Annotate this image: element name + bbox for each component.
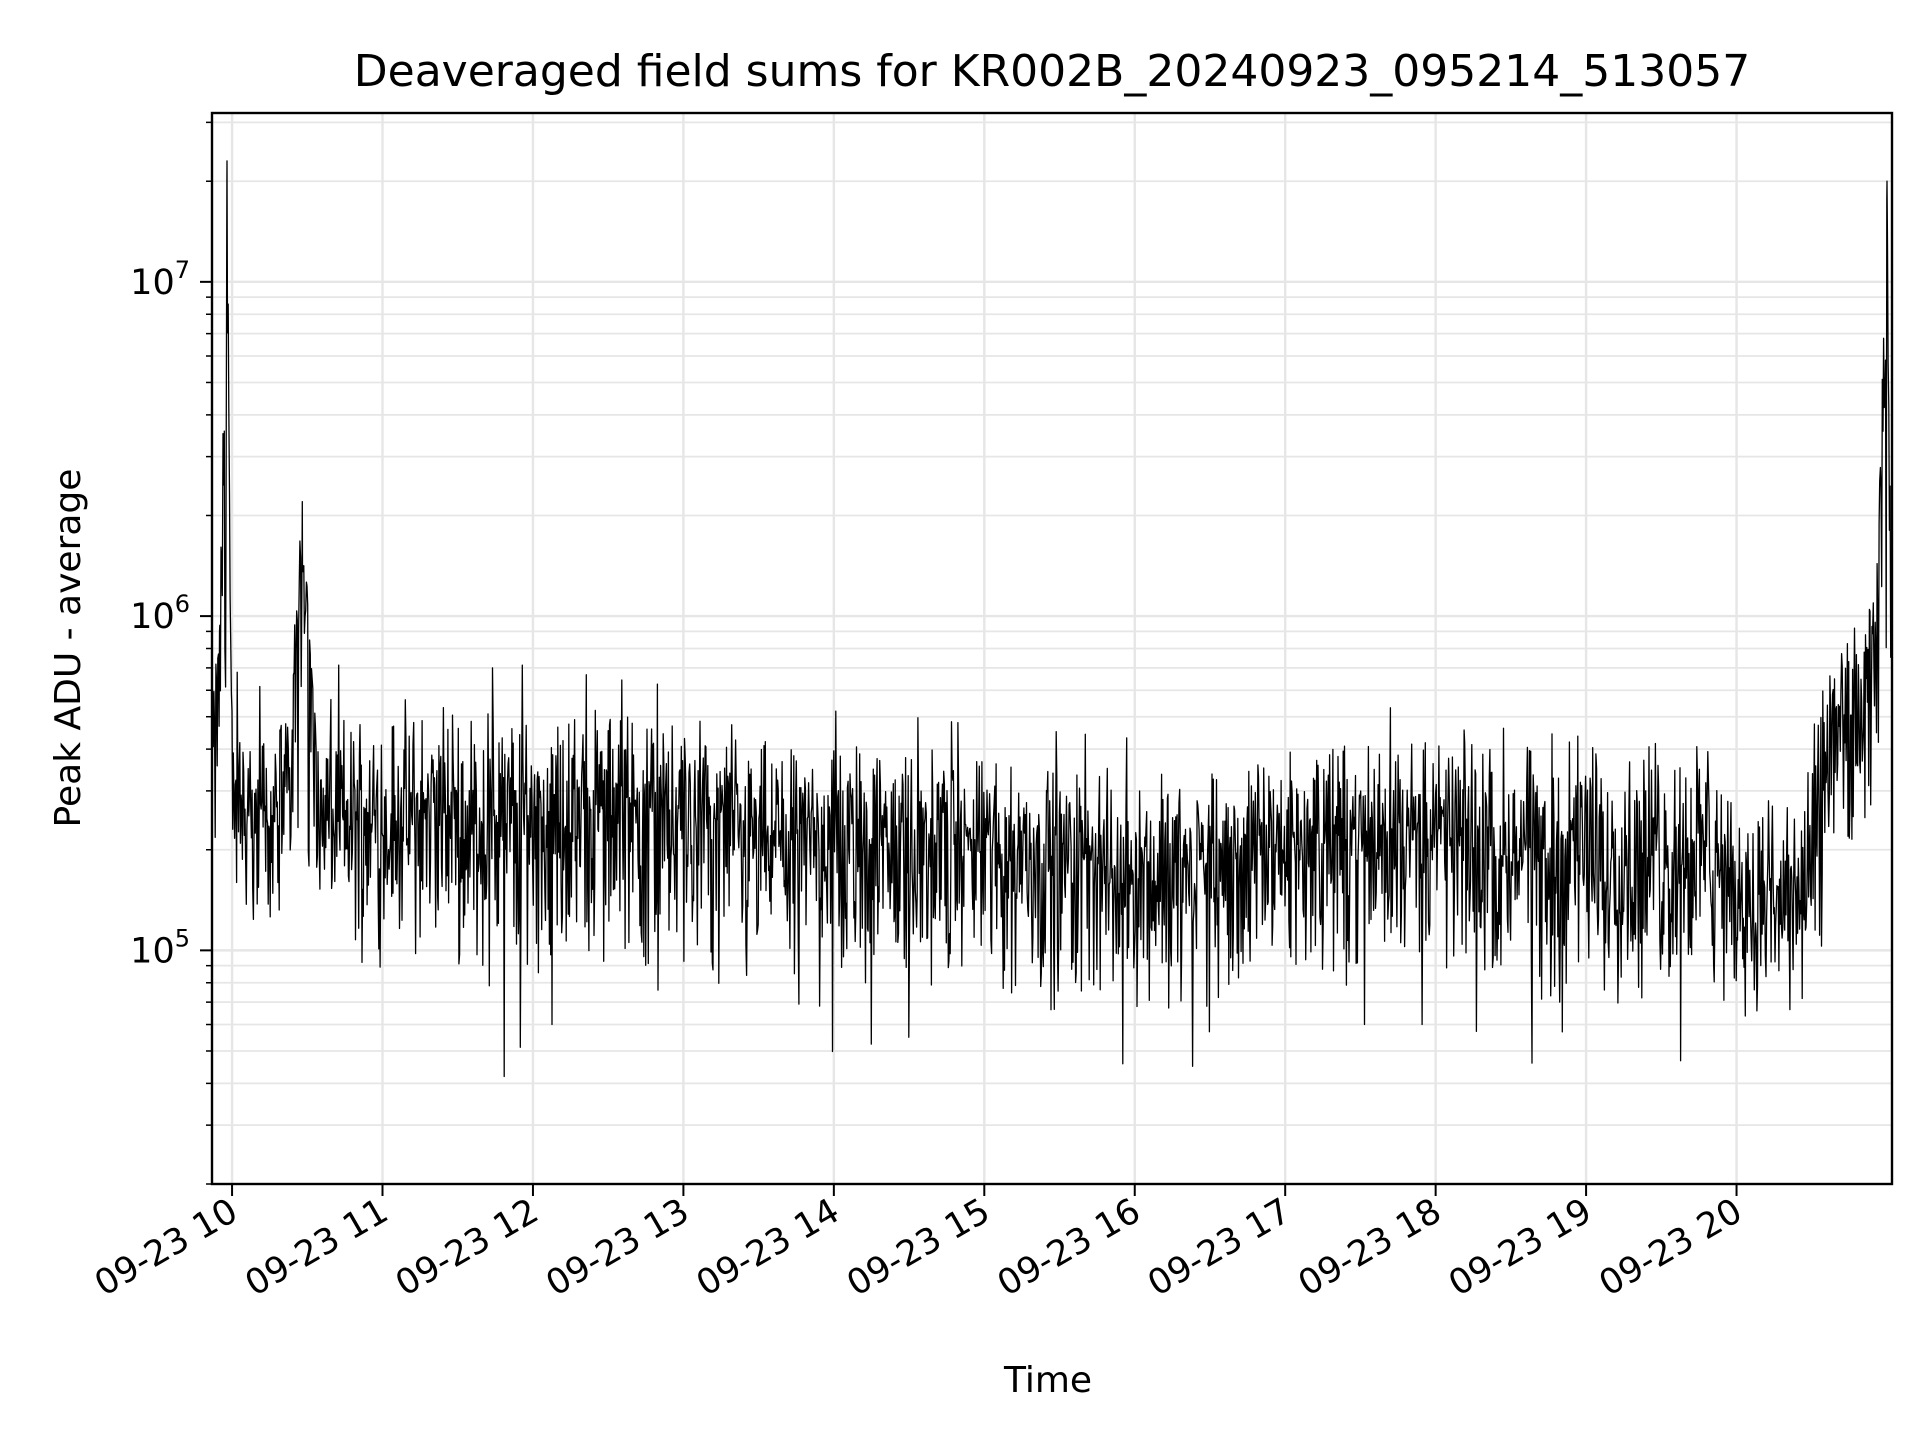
series-line — [211, 160, 1893, 1078]
y-tick-label: 107 — [130, 256, 190, 303]
series-group — [211, 160, 1893, 1078]
y-tick-label: 106 — [130, 590, 190, 637]
grid — [212, 113, 1892, 1185]
chart-title: Deaveraged field sums for KR002B_2024092… — [354, 46, 1750, 97]
y-tick-label-base: 10 — [130, 931, 175, 971]
y-tick-label-base: 10 — [130, 597, 175, 637]
y-tick-label: 105 — [130, 924, 190, 971]
y-axis-label: Peak ADU - average — [48, 469, 89, 828]
y-tick-label-base: 10 — [130, 263, 175, 303]
y-tick-label-exponent: 6 — [175, 590, 190, 618]
y-tick-label-exponent: 5 — [175, 924, 190, 952]
x-axis-label: Time — [1003, 1360, 1092, 1401]
y-tick-label-exponent: 7 — [175, 256, 190, 284]
